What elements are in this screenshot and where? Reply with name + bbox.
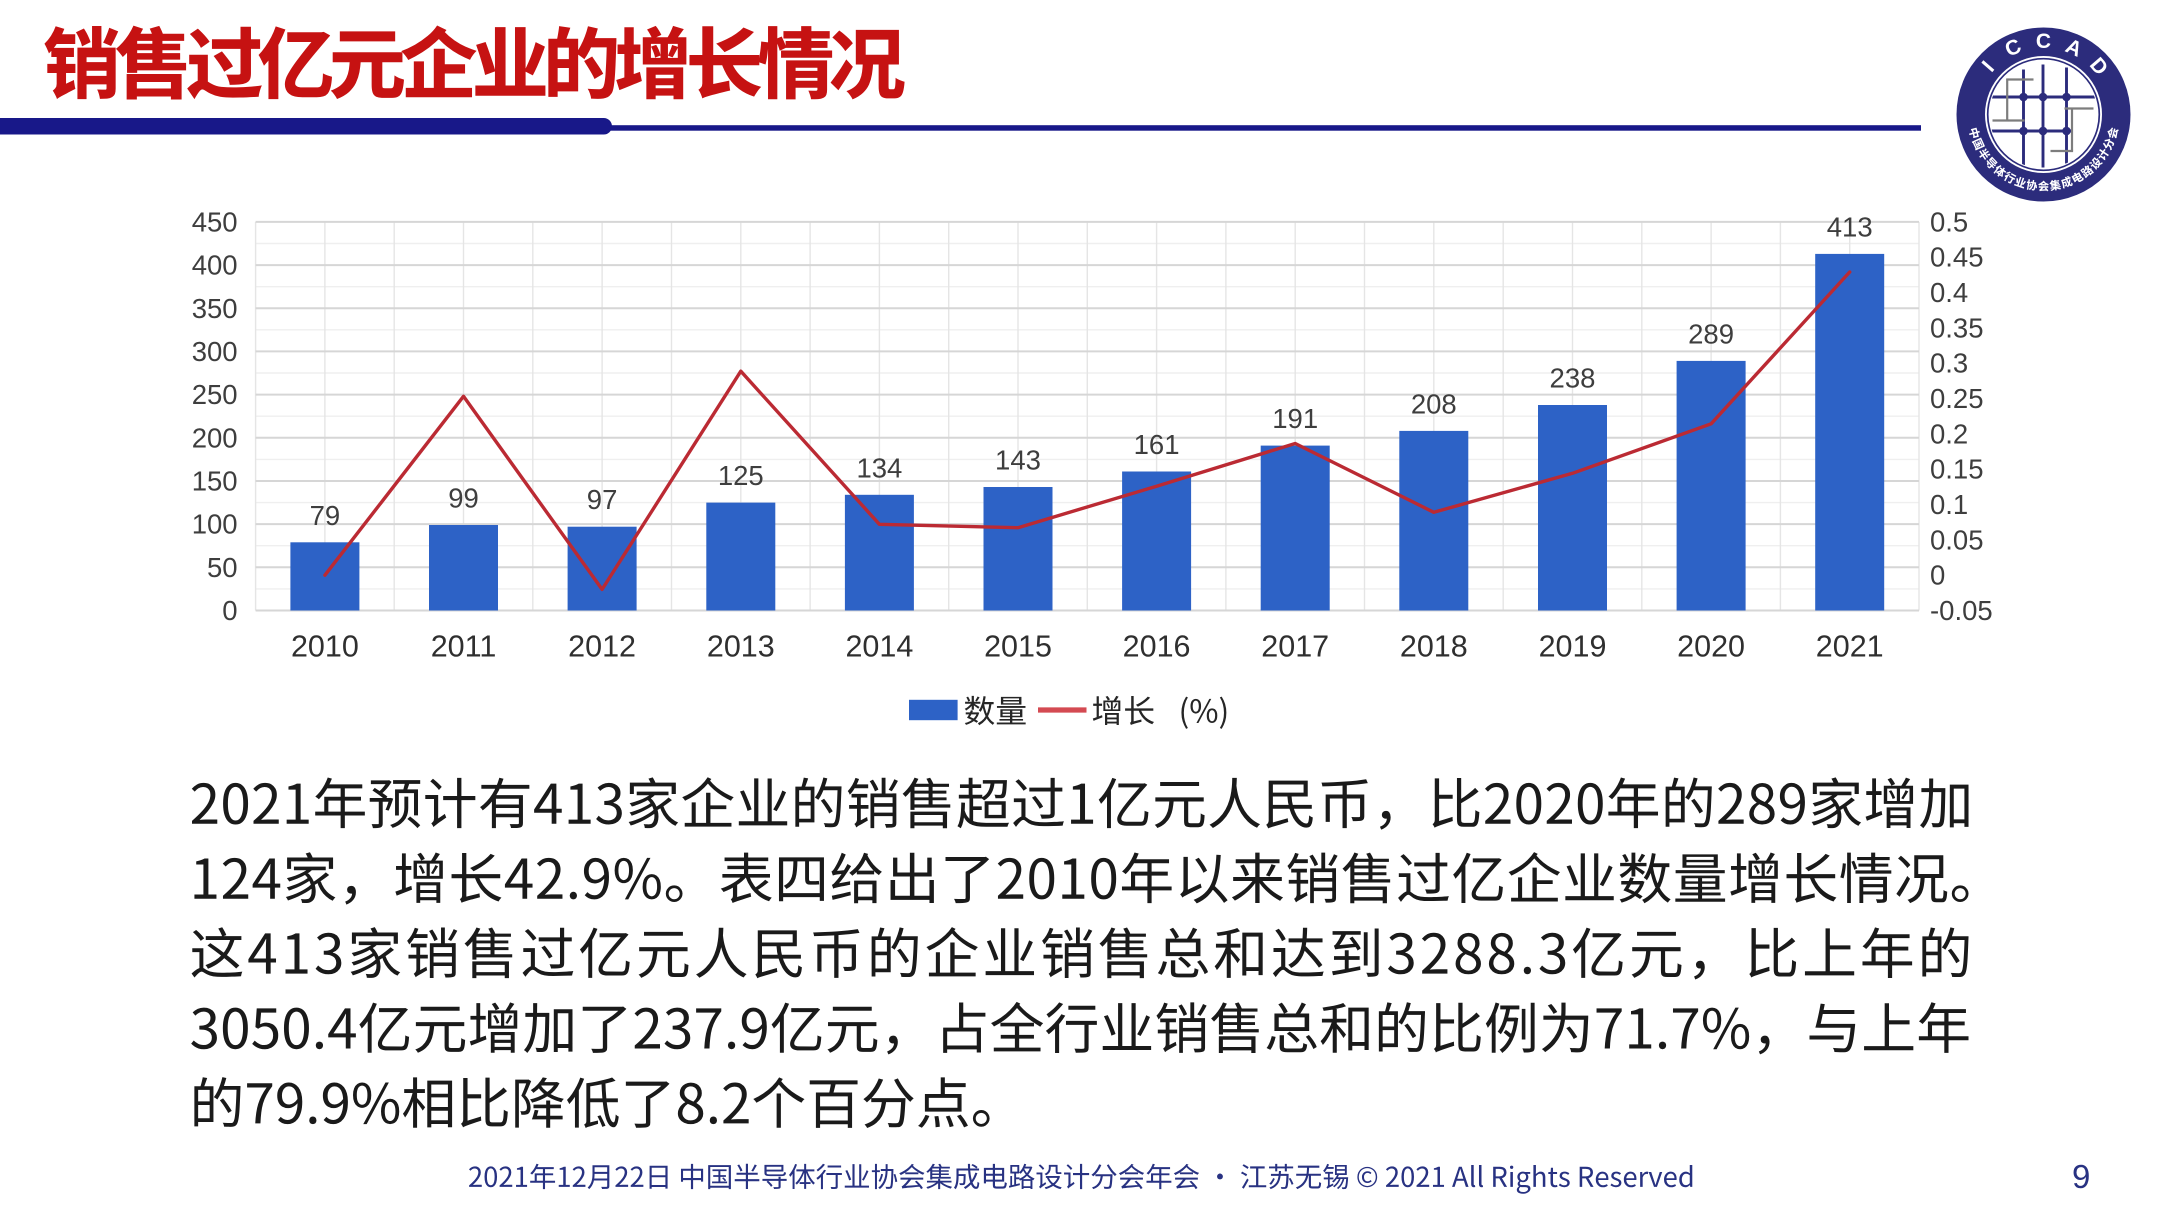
svg-text:2015: 2015 [984, 630, 1052, 664]
svg-text:0.2: 0.2 [1930, 418, 1968, 449]
svg-text:100: 100 [192, 509, 238, 540]
svg-text:125: 125 [718, 460, 764, 491]
svg-text:143: 143 [995, 445, 1041, 476]
svg-text:2019: 2019 [1539, 630, 1607, 664]
svg-text:2018: 2018 [1400, 630, 1468, 664]
svg-text:0.1: 0.1 [1930, 489, 1968, 520]
svg-text:9: 9 [2072, 1158, 2090, 1195]
svg-text:300: 300 [192, 336, 238, 367]
svg-text:0.3: 0.3 [1930, 348, 1968, 379]
svg-text:2016: 2016 [1123, 630, 1191, 664]
svg-text:0.4: 0.4 [1930, 277, 1968, 308]
svg-text:2012: 2012 [568, 630, 636, 664]
svg-text:0.05: 0.05 [1930, 524, 1984, 555]
svg-text:150: 150 [192, 466, 238, 497]
svg-text:0: 0 [1930, 560, 1945, 591]
svg-text:413: 413 [1827, 211, 1873, 242]
svg-text:191: 191 [1272, 403, 1318, 434]
svg-text:97: 97 [587, 484, 618, 515]
svg-text:208: 208 [1411, 388, 1457, 419]
svg-text:79: 79 [310, 500, 341, 531]
svg-text:161: 161 [1134, 429, 1180, 460]
svg-text:C: C [2036, 30, 2051, 53]
svg-text:0.35: 0.35 [1930, 312, 1984, 343]
svg-text:350: 350 [192, 293, 238, 324]
svg-text:2020: 2020 [1677, 630, 1745, 664]
svg-text:250: 250 [192, 379, 238, 410]
svg-text:400: 400 [192, 250, 238, 281]
svg-text:2013: 2013 [707, 630, 775, 664]
svg-text:99: 99 [448, 483, 479, 514]
svg-text:0: 0 [222, 595, 237, 626]
svg-text:289: 289 [1688, 318, 1734, 349]
svg-text:2010: 2010 [291, 630, 359, 664]
svg-text:200: 200 [192, 422, 238, 453]
svg-text:0.45: 0.45 [1930, 242, 1984, 273]
svg-text:2014: 2014 [845, 630, 913, 664]
svg-text:-0.05: -0.05 [1930, 595, 1993, 626]
svg-text:50: 50 [207, 552, 238, 583]
svg-text:0.15: 0.15 [1930, 454, 1984, 485]
svg-text:134: 134 [856, 452, 902, 483]
svg-text:0.5: 0.5 [1930, 206, 1968, 237]
svg-text:238: 238 [1550, 363, 1596, 394]
svg-text:2011: 2011 [431, 630, 497, 664]
svg-text:2017: 2017 [1261, 630, 1329, 664]
svg-text:2021: 2021 [1816, 630, 1884, 664]
svg-text:0.25: 0.25 [1930, 383, 1984, 414]
svg-text:450: 450 [192, 206, 238, 237]
